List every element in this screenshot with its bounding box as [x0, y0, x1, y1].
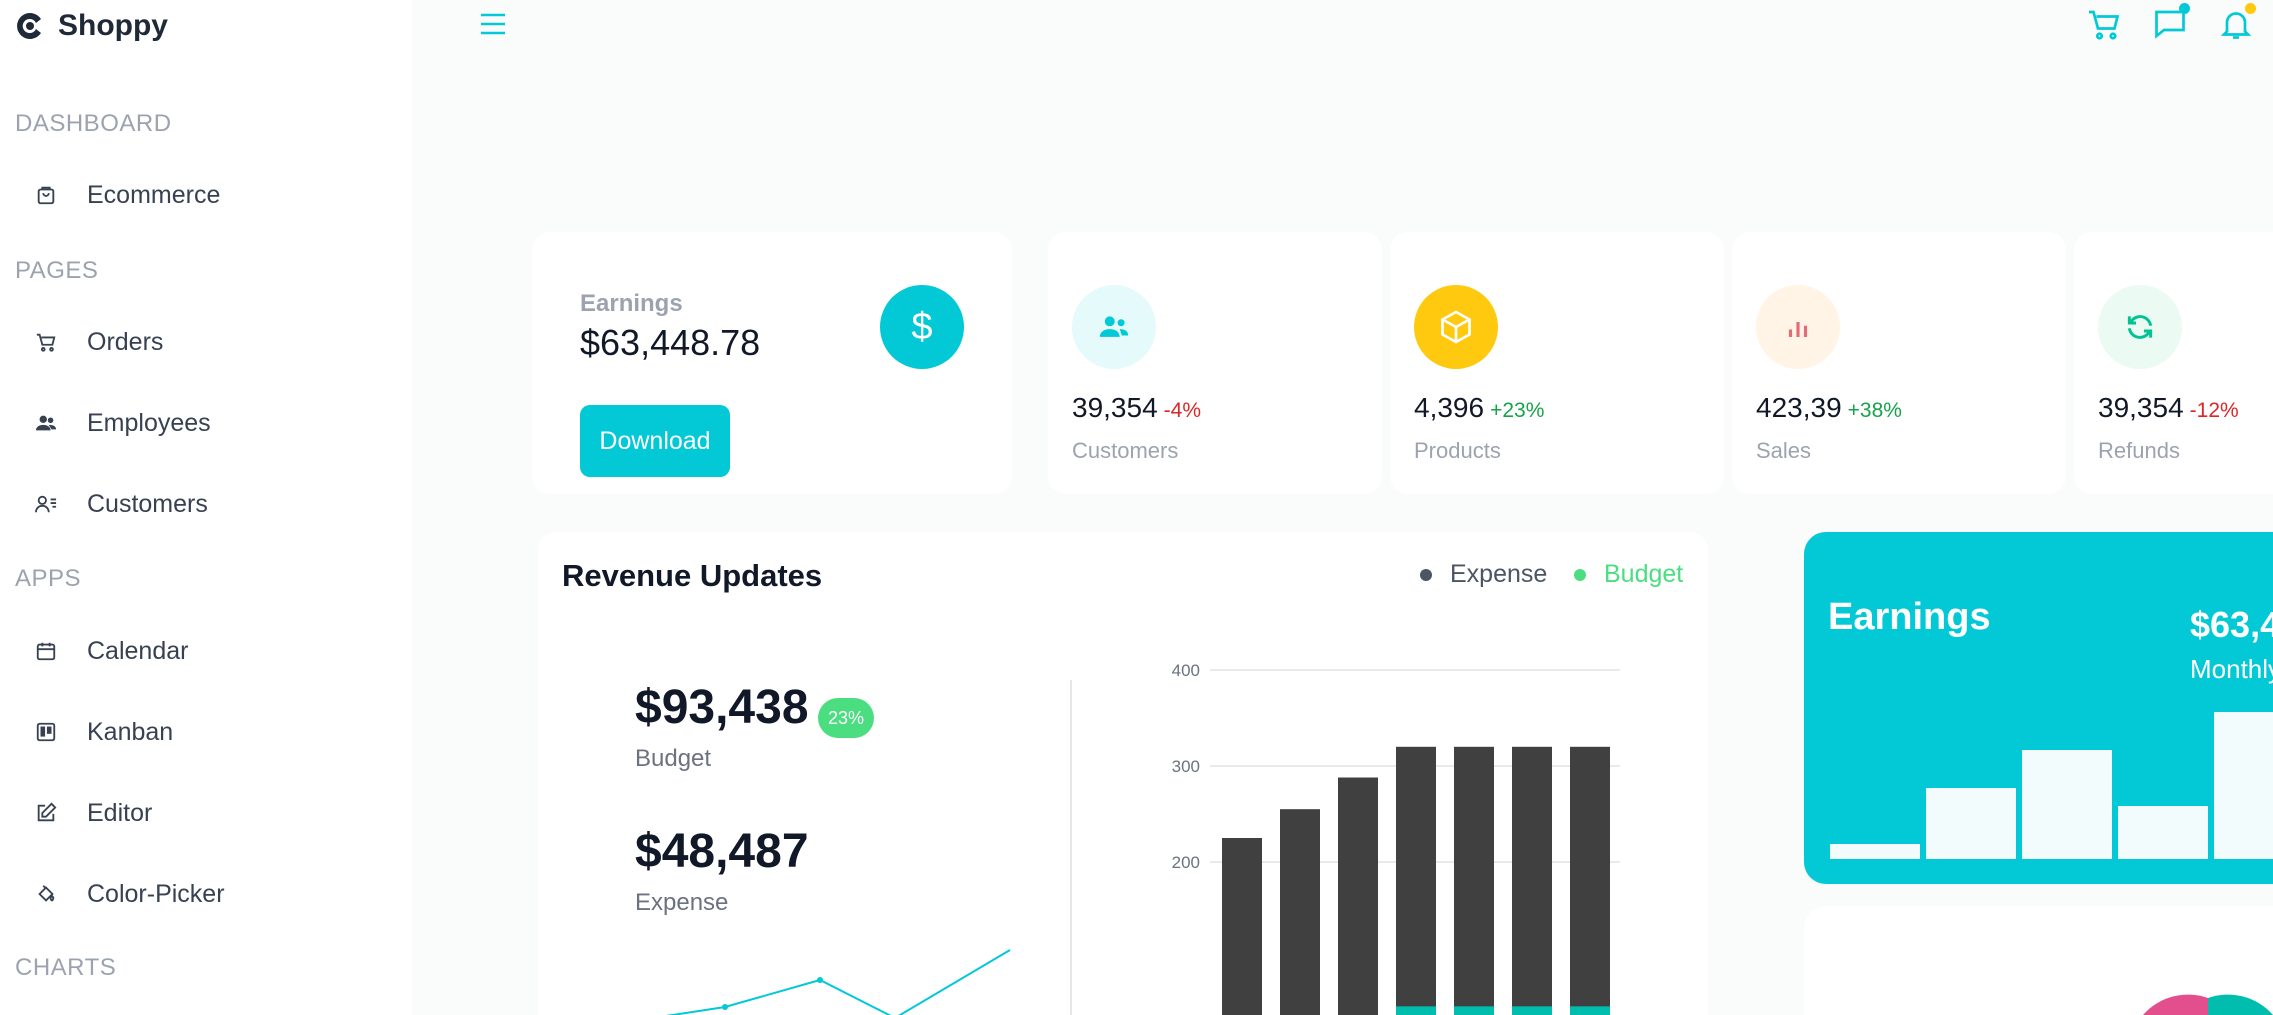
stat-label: Products	[1414, 438, 1501, 463]
sidebar-item-label: Kanban	[87, 717, 174, 746]
earnings-mini-chart	[1830, 712, 2273, 859]
customers-icon[interactable]	[1072, 285, 1156, 369]
app-logo[interactable]: Shoppy	[14, 6, 168, 46]
sidebar: Shoppy DASHBOARD Ecommerce PAGES Orders …	[0, 0, 412, 1015]
app-name: Shoppy	[58, 9, 168, 42]
earnings-title: Earnings	[580, 290, 683, 317]
people-icon	[33, 410, 59, 436]
earnings-highlight-title: Earnings	[1828, 596, 1991, 638]
bar-budget[interactable]	[1512, 1006, 1552, 1015]
sidebar-item-label: Editor	[87, 798, 153, 827]
y-tick-label: 200	[1172, 853, 1200, 872]
budget-label: Budget	[635, 745, 712, 772]
refresh-icon[interactable]	[2098, 285, 2182, 369]
bar-budget[interactable]	[1570, 1006, 1610, 1015]
expense-value: $48,487	[635, 825, 809, 878]
earnings-highlight-value: $63,4	[2190, 604, 2273, 645]
stat-label: Customers	[1072, 438, 1179, 463]
revenue-divider	[1070, 680, 1072, 1015]
bar-expense[interactable]	[1222, 838, 1262, 1015]
bar-expense[interactable]	[1512, 746, 1552, 1015]
calendar-icon	[33, 638, 59, 664]
shopping-bag-icon	[33, 182, 59, 208]
expense-label: Expense	[635, 889, 729, 916]
box-icon[interactable]	[1414, 285, 1498, 369]
legend-dot	[1420, 568, 1432, 581]
cart-icon	[33, 329, 59, 355]
sidebar-item-label: Employees	[87, 408, 211, 437]
sidebar-item-orders[interactable]: Orders	[0, 314, 412, 370]
sidebar-item-customers[interactable]: Customers	[0, 476, 412, 532]
bar-budget[interactable]	[1454, 1006, 1494, 1015]
legend-dot	[1574, 568, 1586, 581]
sidebar-item-ecommerce[interactable]: Ecommerce	[0, 167, 412, 223]
bar-expense[interactable]	[1280, 809, 1320, 1015]
stat-percent: +23%	[1490, 399, 1545, 422]
budget-percent-badge: 23%	[818, 698, 874, 738]
stat-label: Sales	[1756, 438, 1812, 463]
stat-value-sales: 423,39 +38%	[1756, 392, 1902, 423]
sidebar-item-calendar[interactable]: Calendar	[0, 623, 412, 679]
sidebar-item-label: Customers	[87, 489, 208, 518]
y-tick-label: 400	[1172, 661, 1200, 680]
bar-expense[interactable]	[1396, 746, 1436, 1015]
section-label-charts: CHARTS	[15, 954, 117, 981]
earnings-highlight-subtitle: Monthly	[2190, 654, 2273, 684]
sparkline	[666, 949, 1011, 1015]
revenue-bar-chart: 400 300 200	[1172, 661, 1620, 1015]
section-label-pages: PAGES	[15, 257, 99, 284]
sidebar-item-employees[interactable]: Employees	[0, 395, 412, 451]
legend-expense: Expense	[1420, 560, 1547, 589]
kanban-icon	[33, 719, 59, 745]
earnings-value: $63,448.78	[580, 322, 761, 363]
sidebar-item-kanban[interactable]: Kanban	[0, 704, 412, 760]
section-label-apps: APPS	[15, 565, 82, 592]
user-list-icon	[33, 491, 59, 517]
legend-label: Expense	[1450, 560, 1548, 588]
sidebar-item-label: Color-Picker	[87, 879, 225, 908]
legend-budget: Budget	[1574, 560, 1683, 589]
sidebar-item-label: Calendar	[87, 636, 189, 665]
pie-chart-partial	[2143, 994, 2273, 1015]
bell-notification-dot	[2245, 3, 2256, 14]
dollar-icon[interactable]: $	[880, 285, 964, 369]
chat-notification-dot	[2179, 3, 2190, 14]
stat-percent: +38%	[1847, 399, 1902, 422]
menu-icon[interactable]	[478, 10, 508, 38]
stat-card-refunds	[2074, 232, 2273, 494]
chat-icon[interactable]	[2152, 6, 2188, 42]
bar-expense[interactable]	[1338, 777, 1378, 1015]
y-tick-label: 300	[1172, 757, 1200, 776]
stat-percent: -4%	[1163, 399, 1201, 422]
sidebar-item-label: Orders	[87, 327, 164, 356]
bell-icon[interactable]	[2218, 6, 2254, 42]
sidebar-item-editor[interactable]: Editor	[0, 785, 412, 841]
sidebar-item-label: Ecommerce	[87, 180, 221, 209]
stat-value-refunds: 39,354 -12%	[2098, 392, 2239, 423]
stat-label: Refunds	[2098, 438, 2180, 463]
revenue-title: Revenue Updates	[562, 558, 823, 593]
cart-icon[interactable]	[2086, 6, 2122, 42]
bar-budget[interactable]	[1396, 1006, 1436, 1015]
download-button[interactable]: Download	[580, 405, 730, 477]
stat-value-products: 4,396 +23%	[1414, 392, 1545, 423]
stat-value-customers: 39,354 -4%	[1072, 392, 1201, 423]
bar-expense[interactable]	[1570, 746, 1610, 1015]
paint-bucket-icon	[33, 881, 59, 907]
stat-percent: -12%	[2189, 399, 2239, 422]
sidebar-item-color-picker[interactable]: Color-Picker	[0, 866, 412, 922]
bar-chart-icon[interactable]	[1756, 285, 1840, 369]
shoppy-logo-icon	[17, 13, 41, 40]
legend-label: Budget	[1604, 560, 1684, 588]
section-label-dashboard: DASHBOARD	[15, 110, 172, 137]
budget-value: $93,438	[635, 681, 809, 734]
edit-icon	[33, 800, 59, 826]
bar-expense[interactable]	[1454, 746, 1494, 1015]
